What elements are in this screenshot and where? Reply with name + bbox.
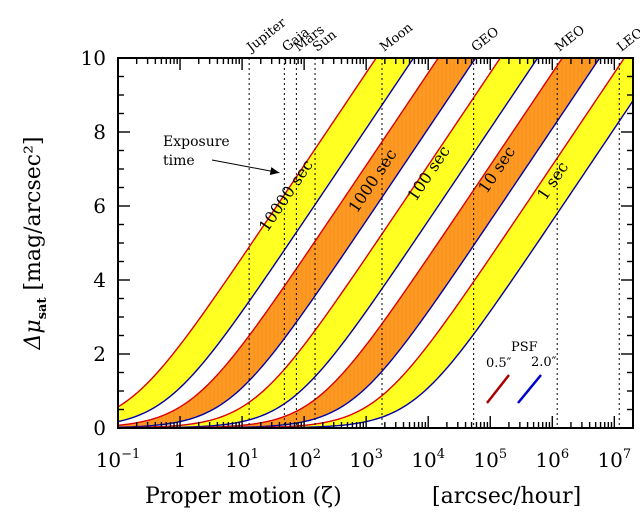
legend-label-20: 2.0″ — [531, 355, 557, 370]
x-tick-label: 104 — [411, 447, 445, 472]
psf-legend: PSF 0.5″ 2.0″ — [486, 340, 557, 404]
annotation-arrow — [211, 159, 280, 174]
object-lines-layer — [248, 58, 620, 428]
band-2-psf05-line — [118, 58, 440, 427]
object-label-jupiter: Jupiter — [243, 15, 290, 56]
y-tick-label: 0 — [93, 416, 106, 440]
legend-label-05: 0.5″ — [486, 356, 512, 371]
y-axis-title: Δμsat [mag/arcsec²] — [21, 137, 50, 351]
object-label-meo: MEO — [552, 23, 588, 55]
legend-title: PSF — [511, 340, 538, 355]
x-tick-label: 101 — [225, 447, 259, 472]
x-tick-label: 102 — [287, 447, 321, 472]
band-2-psf20-line — [118, 58, 477, 428]
x-tick-label: 105 — [473, 447, 507, 472]
annotation-line1: Exposure — [163, 134, 230, 150]
y-axis-symbol: Δμ — [21, 319, 46, 350]
x-axis-unit: [arcsec/hour] — [432, 484, 581, 509]
y-tick-label: 6 — [93, 194, 106, 218]
object-label-geo: GEO — [469, 25, 502, 56]
band-1-fill — [118, 58, 414, 422]
y-tick-label: 10 — [81, 46, 106, 70]
x-tick-label: 106 — [535, 447, 569, 472]
legend-line-05 — [486, 374, 510, 404]
x-axis-title: Proper motion (ζ) [arcsec/hour] — [145, 484, 581, 509]
x-axis-label: Proper motion (ζ) — [145, 484, 342, 509]
y-axis-unit: [mag/arcsec²] — [21, 137, 46, 291]
ticks-layer: 0 2 4 6 8 10 10−1 1 101 102 103 104 105 106 107 — [81, 46, 634, 472]
band-4-hatch — [118, 58, 600, 428]
annotation-arrowhead — [269, 167, 280, 175]
band-2-hatch — [118, 58, 476, 428]
y-tick-label: 8 — [93, 120, 106, 144]
x-tick-label: 1 — [174, 448, 187, 472]
legend-line-20 — [517, 374, 542, 404]
object-label-leo: LEO — [614, 26, 640, 56]
annotation-line2: time — [163, 153, 195, 169]
x-tick-label: 10−1 — [96, 447, 141, 472]
x-tick-label: 107 — [597, 447, 631, 472]
svg-text:Δμsat [mag/arcsec²]: Δμsat [mag/arcsec²] — [21, 137, 50, 351]
band-3-fill — [118, 58, 538, 428]
band-1-psf20-line — [118, 58, 415, 423]
bands-layer — [118, 58, 633, 428]
x-tick-label: 103 — [349, 447, 383, 472]
band-1-psf05-line — [118, 58, 378, 408]
y-tick-label: 4 — [93, 268, 106, 292]
object-label-moon: Moon — [377, 20, 416, 55]
y-axis-subscript: sat — [35, 298, 50, 320]
band-5-fill — [118, 58, 633, 428]
exposure-annotation: Exposure time — [163, 134, 280, 175]
y-tick-label: 2 — [93, 342, 106, 366]
